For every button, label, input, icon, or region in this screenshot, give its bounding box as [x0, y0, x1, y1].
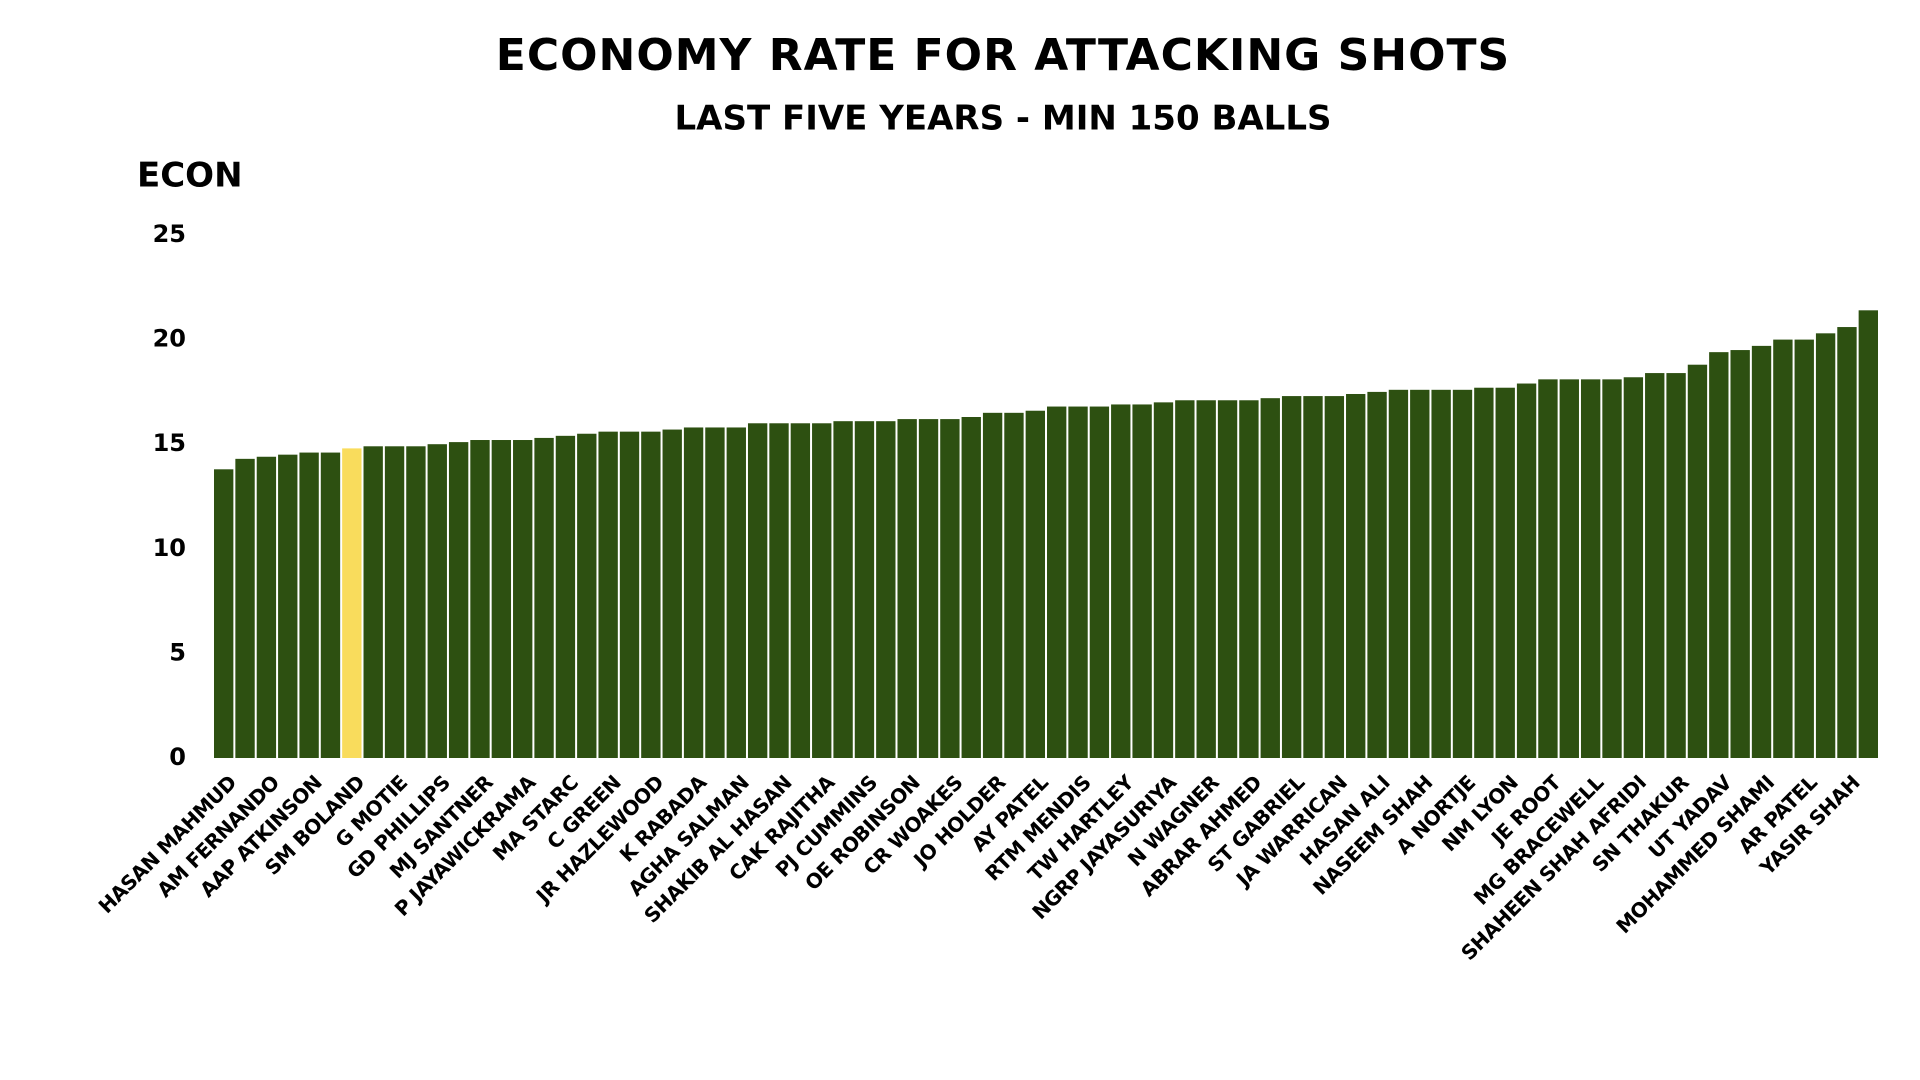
bar [769, 423, 789, 758]
y-tick-label: 15 [153, 429, 186, 457]
bar [1111, 404, 1131, 758]
bar [1047, 406, 1067, 758]
bar [1858, 310, 1878, 758]
y-tick-label: 0 [169, 743, 186, 771]
bar [256, 456, 277, 758]
bar [1281, 396, 1302, 758]
bar [812, 423, 832, 758]
bar [555, 435, 576, 758]
bar [534, 437, 554, 758]
bar [1260, 398, 1280, 758]
bar [1751, 345, 1772, 758]
bar [940, 419, 960, 758]
bar [513, 440, 533, 758]
bar [1709, 352, 1729, 758]
bar [918, 419, 939, 758]
bar [1175, 400, 1195, 758]
bar [1153, 402, 1174, 758]
bar [747, 423, 768, 758]
bar [491, 440, 512, 758]
bar [1388, 389, 1409, 758]
bar [1516, 383, 1537, 758]
bar [619, 431, 640, 758]
bar [705, 427, 725, 758]
bar [1495, 387, 1515, 758]
bar [1004, 412, 1024, 758]
bar [598, 431, 618, 758]
bar [1645, 373, 1665, 758]
bar [662, 429, 682, 758]
y-tick-label: 5 [169, 638, 186, 666]
bar [1239, 400, 1259, 758]
y-tick-label: 10 [153, 534, 186, 562]
bar [1580, 379, 1601, 758]
bar [1559, 379, 1579, 758]
bar [726, 427, 746, 758]
bar [790, 423, 811, 758]
bar [320, 452, 341, 758]
bar [1538, 379, 1558, 758]
bar [982, 412, 1003, 758]
bar [1623, 377, 1644, 758]
bar [1602, 379, 1622, 758]
bar [214, 469, 234, 758]
bar [1132, 404, 1152, 758]
y-tick-label: 20 [153, 325, 186, 353]
bar [1730, 350, 1750, 758]
bar [1474, 387, 1494, 758]
bar [1089, 406, 1110, 758]
bar [1346, 393, 1366, 758]
y-tick-label: 25 [153, 220, 186, 248]
bar [1196, 400, 1216, 758]
bar [897, 419, 917, 758]
bar [1068, 406, 1088, 758]
bar [363, 446, 383, 758]
bar [577, 433, 597, 758]
bar [1773, 339, 1793, 758]
bar [1431, 389, 1451, 758]
bar [470, 440, 490, 758]
bar [299, 452, 319, 758]
bar [1025, 410, 1045, 758]
bar [342, 448, 362, 758]
bar [448, 442, 469, 758]
bar [1666, 373, 1686, 758]
bar [278, 454, 298, 758]
chart-title: ECONOMY RATE FOR ATTACKING SHOTS [496, 30, 1510, 81]
bar [961, 417, 981, 758]
chart-subtitle: LAST FIVE YEARS - MIN 150 BALLS [675, 99, 1332, 139]
bar [1410, 389, 1430, 758]
bar [1217, 400, 1238, 758]
bar [1303, 396, 1323, 758]
bar [683, 427, 704, 758]
bar [406, 446, 426, 758]
bar [1324, 396, 1345, 758]
bar [833, 421, 853, 758]
bar [854, 421, 875, 758]
bar [1815, 333, 1836, 758]
bar [384, 446, 405, 758]
bar [1837, 327, 1857, 758]
bar [641, 431, 661, 758]
bar [427, 444, 447, 758]
y-axis-label: ECON [137, 156, 243, 196]
bar [1687, 364, 1708, 758]
bar [1452, 389, 1473, 758]
bar [876, 421, 896, 758]
bar [235, 458, 255, 758]
bar [1794, 339, 1814, 758]
bar [1367, 391, 1387, 758]
